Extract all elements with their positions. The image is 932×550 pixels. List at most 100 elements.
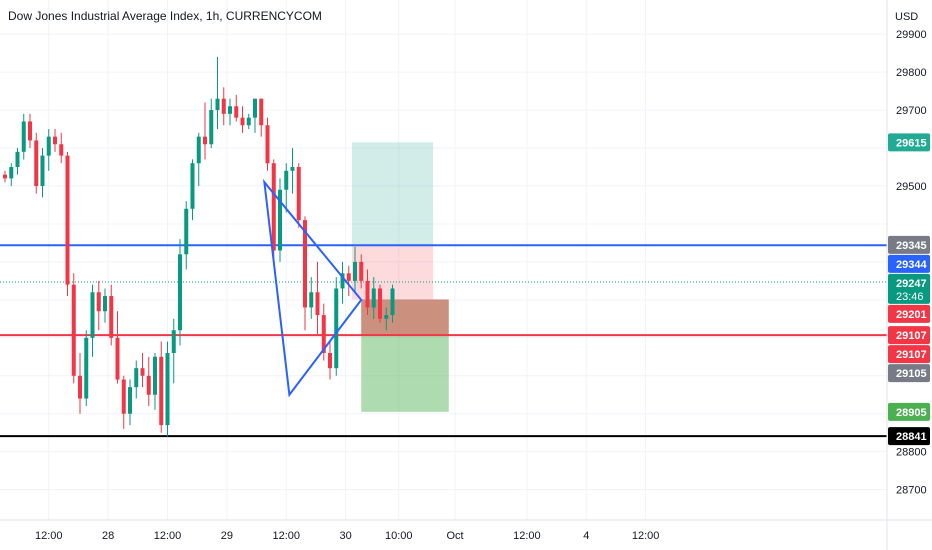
candle-body bbox=[165, 352, 170, 426]
candle-body bbox=[321, 315, 326, 353]
x-tick-label: 4 bbox=[583, 530, 589, 542]
candle-body bbox=[240, 117, 245, 126]
candle-body bbox=[96, 292, 101, 312]
candle-body bbox=[315, 292, 320, 316]
candle-body bbox=[90, 292, 95, 338]
price-tag-label: 29247 bbox=[896, 278, 927, 290]
candle-body bbox=[65, 155, 70, 285]
candle-body bbox=[21, 121, 26, 152]
price-tag bbox=[888, 402, 930, 421]
price-tag-label: 29107 bbox=[896, 349, 927, 361]
candle-body bbox=[28, 121, 32, 141]
candle-body bbox=[115, 337, 120, 380]
candle-body bbox=[196, 136, 201, 164]
candle-body bbox=[146, 375, 151, 395]
candle-body bbox=[253, 98, 257, 118]
candle-body bbox=[378, 288, 382, 319]
candle-body bbox=[334, 288, 339, 369]
candle-body bbox=[346, 273, 351, 281]
price-tag-label: 29105 bbox=[896, 368, 927, 380]
price-tag-label: 28905 bbox=[896, 407, 927, 419]
candle-body bbox=[340, 273, 345, 289]
y-tick-label: 29800 bbox=[896, 67, 927, 79]
y-tick-label: 29500 bbox=[896, 181, 927, 193]
candle-body bbox=[371, 288, 376, 308]
candle-body bbox=[46, 136, 51, 156]
price-tag-label: 29344 bbox=[896, 259, 927, 271]
candle-body bbox=[203, 136, 207, 145]
candle-body bbox=[40, 155, 45, 186]
candle-body bbox=[278, 189, 282, 251]
candle-body bbox=[271, 163, 276, 251]
x-tick-label: 12:00 bbox=[632, 530, 660, 542]
candle-body bbox=[265, 125, 270, 164]
candle-body bbox=[3, 174, 7, 179]
price-tag bbox=[888, 364, 930, 383]
candle-body bbox=[284, 170, 289, 190]
long-position-target-zone bbox=[351, 142, 434, 246]
candle-body bbox=[228, 106, 232, 114]
currency-label: USD bbox=[895, 11, 918, 23]
x-tick-label: 29 bbox=[221, 530, 233, 542]
y-tick-label: 29700 bbox=[896, 105, 927, 117]
x-tick-label: 10:00 bbox=[385, 530, 413, 542]
candle-body bbox=[209, 110, 214, 145]
x-tick-label: 28 bbox=[102, 530, 114, 542]
candle-body bbox=[134, 368, 139, 388]
price-tag-label: 29201 bbox=[896, 309, 927, 321]
candle-body bbox=[34, 140, 39, 186]
candle-body bbox=[215, 98, 220, 111]
price-tag bbox=[888, 326, 930, 345]
candle-body bbox=[159, 356, 164, 426]
candle-body bbox=[384, 315, 389, 319]
price-tag bbox=[888, 345, 930, 364]
price-tag-label: 29107 bbox=[896, 330, 927, 342]
y-tick-label: 28800 bbox=[896, 447, 927, 459]
candle-body bbox=[78, 375, 82, 399]
candle-body bbox=[184, 208, 189, 255]
x-tick-label: 12:00 bbox=[154, 530, 182, 542]
price-tag bbox=[888, 273, 930, 304]
candle-body bbox=[59, 144, 64, 156]
price-tag bbox=[888, 235, 930, 254]
candle-body bbox=[221, 98, 226, 114]
candle-body bbox=[171, 330, 176, 353]
candle-body bbox=[234, 106, 239, 118]
candle-body bbox=[365, 280, 370, 308]
candle-body bbox=[140, 368, 145, 376]
short-position-stop-zone bbox=[361, 299, 449, 336]
candle-body bbox=[9, 167, 14, 179]
x-tick-label: 12:00 bbox=[513, 530, 541, 542]
candle-body bbox=[84, 337, 89, 399]
x-tick-label: 30 bbox=[340, 530, 352, 542]
candle-body bbox=[259, 98, 264, 126]
candle-body bbox=[353, 261, 357, 281]
candle-body bbox=[103, 296, 107, 312]
price-tag-label: 29615 bbox=[896, 137, 927, 149]
price-tag bbox=[888, 133, 930, 152]
candle-body bbox=[309, 292, 314, 308]
candle-body bbox=[246, 117, 251, 126]
chart-title: Dow Jones Industrial Average Index, 1h, … bbox=[8, 9, 322, 23]
candle-body bbox=[328, 352, 332, 369]
candle-body bbox=[71, 284, 76, 376]
price-tag bbox=[888, 427, 930, 446]
candle-body bbox=[296, 167, 301, 221]
candle-body bbox=[178, 254, 182, 331]
price-tag bbox=[888, 254, 930, 273]
price-tag-label: 29345 bbox=[896, 240, 927, 252]
candle-body bbox=[153, 356, 157, 395]
candle-body bbox=[359, 261, 364, 281]
candle-body bbox=[390, 288, 395, 316]
x-tick-label: 12:00 bbox=[272, 530, 300, 542]
price-tag-countdown: 23:46 bbox=[896, 291, 924, 303]
x-tick-label: Oct bbox=[446, 530, 463, 542]
candle-body bbox=[121, 379, 126, 414]
x-tick-label: 12:00 bbox=[35, 530, 63, 542]
candle-body bbox=[303, 220, 307, 308]
candle-body bbox=[190, 163, 195, 209]
short-position-target-zone bbox=[361, 299, 449, 412]
y-tick-label: 29900 bbox=[896, 29, 927, 41]
candle-body bbox=[109, 296, 114, 338]
